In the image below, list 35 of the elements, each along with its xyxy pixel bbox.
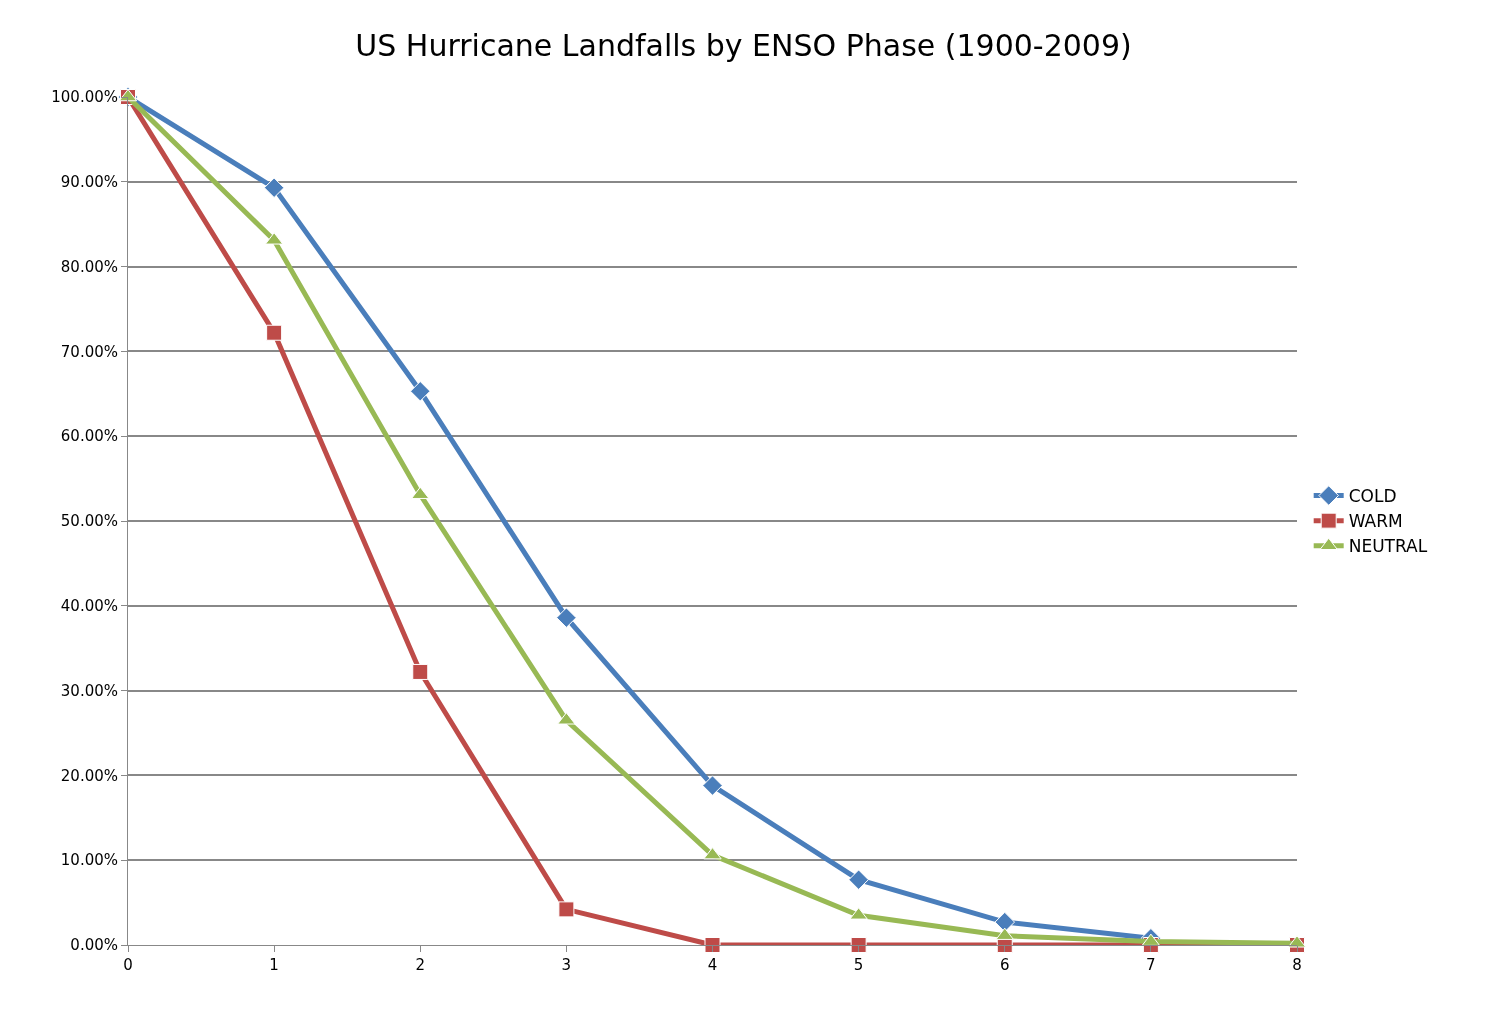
y-tick-label: 20.00%	[60, 766, 118, 785]
x-tick-label: 5	[853, 956, 864, 974]
y-tick-label: 30.00%	[60, 681, 118, 700]
legend-label: WARM	[1348, 511, 1403, 532]
x-tick-label: 1	[269, 956, 279, 974]
x-tick-label: 7	[1146, 956, 1156, 974]
x-tick-label: 2	[415, 956, 426, 974]
point	[848, 869, 869, 890]
point	[558, 901, 575, 918]
legend-label: NEUTRAL	[1348, 536, 1428, 557]
y-tick-label: 60.00%	[60, 427, 118, 446]
point	[412, 663, 429, 680]
y-tick-label: 40.00%	[60, 597, 118, 616]
point	[263, 177, 285, 198]
y-tick-label: 70.00%	[60, 342, 118, 361]
x-tick-label: 6	[999, 956, 1010, 974]
x-tick-label: 4	[707, 956, 718, 974]
x-tick-label: 3	[561, 956, 572, 974]
y-tick-label: 50.00%	[60, 512, 118, 531]
point	[266, 324, 283, 341]
x-tick-label: 8	[1292, 956, 1302, 974]
x-tick-label: 0	[123, 956, 133, 974]
point	[702, 775, 723, 796]
point	[994, 911, 1015, 933]
point	[410, 381, 431, 402]
legend-label: COLD	[1348, 486, 1397, 507]
y-tick-label: 80.00%	[60, 257, 118, 276]
point	[556, 607, 577, 628]
y-tick-label: 100.00%	[51, 88, 118, 107]
y-tick-label: 90.00%	[60, 173, 118, 192]
point	[850, 937, 867, 953]
y-tick-label: 10.00%	[60, 851, 118, 870]
chart-title: US Hurricane Landfalls by ENSO Phase (1900-2009)	[355, 28, 1132, 64]
point	[704, 937, 721, 953]
y-tick-label: 0.00%	[70, 936, 118, 955]
